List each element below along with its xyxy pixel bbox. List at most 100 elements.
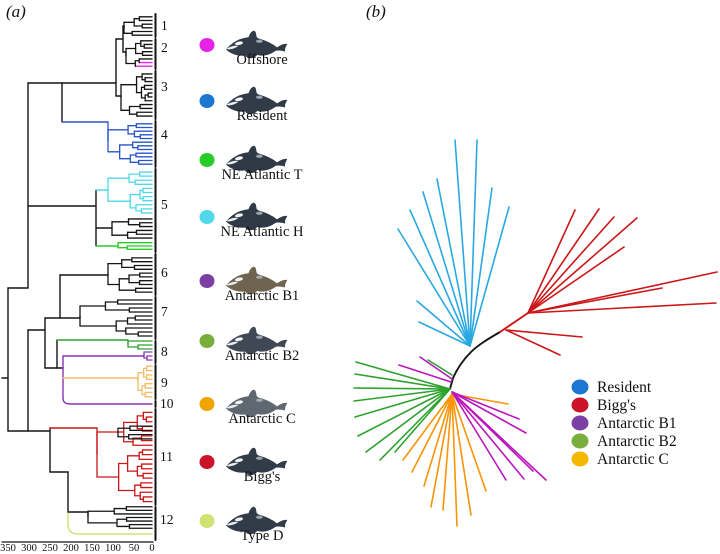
- legend-dot: [571, 397, 589, 413]
- ecotype-row: Type D: [199, 506, 288, 544]
- branch: [418, 321, 471, 347]
- branch: [436, 178, 471, 347]
- branch: [527, 271, 718, 314]
- ecotype-row: Antarctic B2: [199, 326, 299, 364]
- branch: [451, 391, 525, 480]
- cluster-5-black: [95, 218, 153, 239]
- legend-dot: [571, 379, 589, 395]
- legend-row: Antarctic B2: [571, 433, 677, 450]
- axis-tick-label: 250: [42, 543, 58, 554]
- axis-tick-label: 0: [149, 543, 154, 554]
- cluster-7: [59, 299, 153, 337]
- branch: [354, 388, 451, 418]
- branch: [527, 217, 638, 314]
- legend-label: Bigg's: [597, 397, 636, 414]
- ecotype-dot: [199, 397, 215, 411]
- legend-label: Antarctic B1: [597, 415, 677, 432]
- resident-fan: [397, 139, 510, 347]
- branch: [527, 287, 663, 314]
- short-branch: [427, 359, 453, 376]
- cluster-11-black-sub: [117, 425, 153, 440]
- cluster-number: 3: [161, 79, 168, 94]
- cluster-9: [136, 365, 153, 398]
- ecotype-label: Resident: [237, 108, 288, 124]
- branch: [411, 393, 453, 473]
- branch: [379, 388, 451, 461]
- branch: [527, 246, 625, 314]
- cluster-12: [67, 506, 153, 529]
- ecotype-row: Antarctic B1: [199, 266, 299, 304]
- antarctic-b2-fan: [353, 361, 451, 461]
- cluster-number: 7: [161, 304, 168, 319]
- radial-tree-panel: [353, 139, 718, 527]
- cluster-number: 6: [161, 265, 168, 280]
- ecotype-dot: [199, 94, 215, 108]
- dendrogram-spine: [67, 511, 153, 535]
- branch: [355, 361, 451, 390]
- ecotype-dot: [199, 153, 215, 167]
- axis-tick-label: 50: [129, 543, 140, 554]
- cluster-5-green: [95, 242, 153, 250]
- biggs-fan: [527, 208, 718, 314]
- branch: [469, 139, 478, 347]
- branch: [527, 208, 600, 314]
- ecotype-label: NE Atlantic T: [221, 167, 302, 183]
- cluster-number: 4: [161, 127, 168, 142]
- ecotype-legend-column: Offshore Resident NE Atlantic T NE Atlantic…: [199, 30, 304, 544]
- ecotype-row: Offshore: [199, 30, 288, 68]
- axis-tick-label: 350: [0, 543, 16, 554]
- branch: [527, 302, 717, 314]
- short-branch: [419, 356, 453, 380]
- legend-row: Antarctic C: [571, 451, 669, 468]
- branch: [365, 388, 451, 453]
- branch: [353, 387, 451, 390]
- cluster-number: 5: [161, 197, 168, 212]
- ecotype-label: Type D: [241, 528, 284, 544]
- branch: [451, 393, 487, 492]
- axis-tick-label: 150: [84, 543, 100, 554]
- branch: [353, 388, 451, 402]
- legend-label: Antarctic C: [597, 451, 669, 468]
- ecotype-row: NE Atlantic H: [199, 202, 304, 240]
- dendrogram-panel: [1, 16, 153, 535]
- ecotype-dot: [199, 210, 215, 224]
- branch: [454, 139, 471, 347]
- cluster-number: 1: [161, 18, 168, 33]
- dendrogram-spine: [62, 397, 153, 405]
- ecotype-label: Bigg's: [244, 469, 281, 485]
- panel-b-label: (b): [366, 2, 386, 21]
- cluster-number: 10: [160, 396, 174, 411]
- axis-tick-label: 200: [63, 543, 79, 554]
- ecotype-dot: [199, 274, 215, 288]
- dendrogram-axis: 350 300 250 200 150 100 50 0: [0, 541, 155, 554]
- biggs-stem-fan: [505, 329, 583, 356]
- cluster-1: [122, 16, 153, 36]
- legend-row: Bigg's: [571, 397, 636, 414]
- cluster-number: 9: [161, 375, 168, 390]
- panel-a-label: (a): [6, 2, 26, 21]
- ecotype-row: NE Atlantic T: [199, 145, 303, 183]
- legend-label: Antarctic B2: [597, 433, 677, 450]
- ecotype-label: Offshore: [236, 52, 287, 68]
- cluster-number: 8: [161, 344, 168, 359]
- branch: [505, 329, 561, 356]
- branch: [397, 228, 471, 347]
- legend-dot: [571, 433, 589, 449]
- radial-internal-path: [449, 331, 501, 390]
- ecotype-row: Antarctic C: [199, 389, 296, 427]
- branch: [505, 329, 583, 338]
- branch: [354, 373, 451, 390]
- branch: [442, 393, 453, 511]
- antarctic-b1-fan: [451, 391, 547, 481]
- branch: [423, 393, 453, 487]
- cluster-6: [59, 257, 153, 293]
- branch: [357, 388, 451, 437]
- branch: [451, 393, 458, 527]
- legend-row: Resident: [571, 379, 652, 396]
- branch: [451, 393, 472, 516]
- biggs-stem: [499, 312, 529, 333]
- branch: [402, 393, 453, 461]
